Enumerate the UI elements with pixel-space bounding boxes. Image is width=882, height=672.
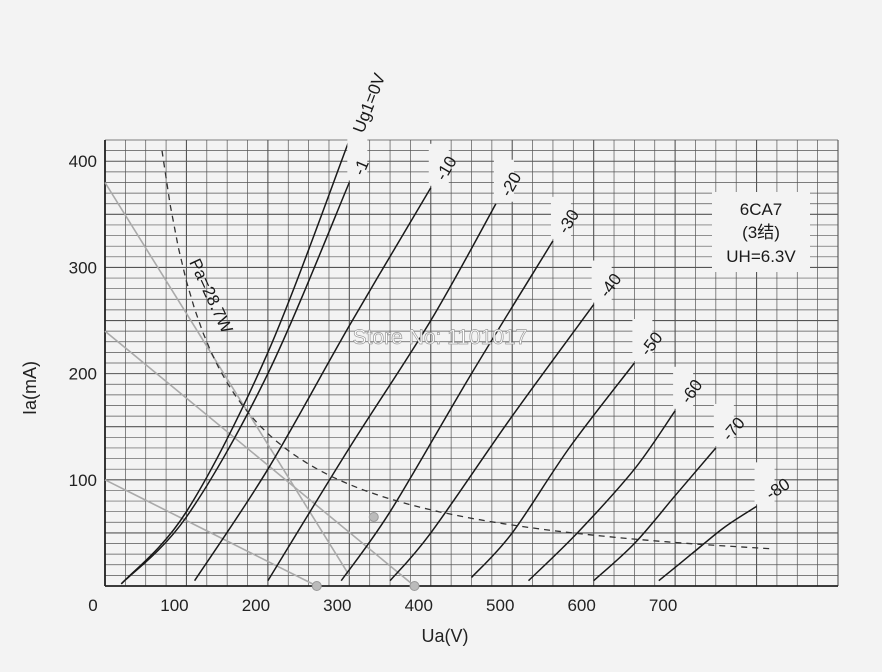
- y-axis-title: Ia(mA): [20, 361, 40, 415]
- power-dissipation-curve: [161, 150, 773, 550]
- curve--1: [120, 182, 350, 585]
- curve-label-bg: [493, 159, 514, 202]
- plate-curves: [120, 139, 758, 585]
- curve-label--1: -1: [350, 157, 373, 178]
- x-tick-label: 600: [567, 596, 595, 615]
- y-tick-label: 400: [69, 152, 97, 171]
- curve-labels: Ug1=0V-1 -10-20-30-40-50-60-70-80: [347, 70, 793, 505]
- load-line: [104, 182, 350, 576]
- x-tick-label: 500: [486, 596, 514, 615]
- curve--70: [593, 447, 717, 582]
- load-line: [104, 479, 318, 587]
- curve-label-bg: [591, 260, 612, 303]
- curve-label-bg: [673, 366, 694, 409]
- curve--50: [470, 362, 635, 579]
- watermark-text: Store No: 1101017: [353, 326, 528, 349]
- curve-Ug1=0V: [120, 139, 351, 585]
- heater-voltage: UH=6.3V: [726, 247, 796, 266]
- tick-labels: 0 100 200 300 400 500 600 700 100 200 300 400: [69, 152, 678, 615]
- x-tick-label: 300: [323, 596, 351, 615]
- x-tick-label: 400: [405, 596, 433, 615]
- marker-dot: [368, 511, 379, 522]
- x-tick-label: 0: [88, 596, 97, 615]
- curve-label-bg: [347, 138, 368, 181]
- curve-label-bg: [713, 403, 734, 446]
- curve--30: [340, 240, 554, 582]
- x-axis-title: Ua(V): [421, 626, 468, 646]
- load-line: [104, 330, 416, 587]
- curve--80: [658, 505, 758, 582]
- x-tick-label: 100: [160, 596, 188, 615]
- y-tick-label: 300: [69, 258, 97, 277]
- x-tick-label: 700: [649, 596, 677, 615]
- y-tick-label: 200: [69, 365, 97, 384]
- curve-label-bg: [428, 143, 449, 186]
- tube-name: 6CA7: [740, 200, 783, 219]
- load-lines: [104, 182, 416, 587]
- y-tick-label: 100: [69, 471, 97, 490]
- curve--40: [389, 304, 595, 582]
- tube-note: (3结): [742, 223, 780, 242]
- axes: [104, 140, 838, 587]
- curve-label-bg: [347, 96, 368, 138]
- info-box: [712, 192, 810, 272]
- x-tick-label: 200: [242, 596, 270, 615]
- curve-label-bg: [632, 319, 653, 361]
- marker-dot: [409, 581, 420, 591]
- curve-label-bg: [754, 462, 775, 505]
- curve--20: [267, 203, 497, 582]
- curve-label-bg: [550, 196, 571, 239]
- curve--60: [527, 410, 676, 582]
- marker-dot: [311, 581, 322, 591]
- markers: [311, 511, 420, 591]
- curve--10: [193, 187, 432, 582]
